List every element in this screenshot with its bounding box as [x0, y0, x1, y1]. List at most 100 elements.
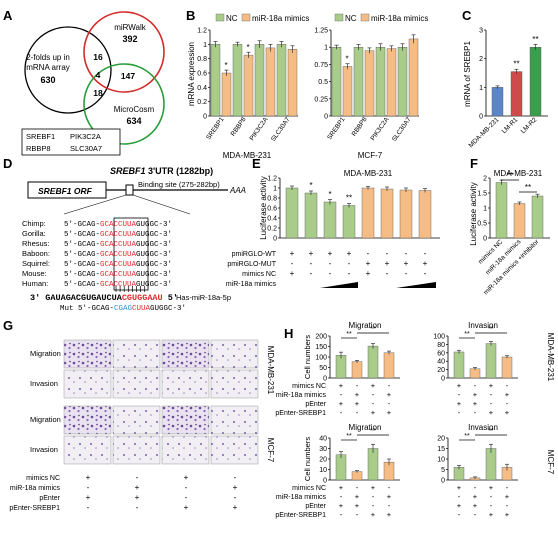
species-seq-pre: 5'-GCAG- [64, 221, 100, 229]
h-bar [351, 361, 363, 379]
species-seq: 5'-GCAG-GCACCUUAGUGGC-3' [64, 271, 172, 279]
b-cellline-2: MCF-7 [358, 151, 383, 160]
h-title: Invasion [468, 321, 498, 330]
h-mark: - [340, 408, 343, 417]
h-treat-label: pEnter-SREBP1 [275, 512, 326, 519]
e-bar [399, 189, 413, 239]
h-mark: - [474, 483, 477, 492]
h-bar [485, 343, 497, 379]
b-star: * [224, 61, 227, 70]
h-mark: - [340, 390, 343, 399]
g-mark: - [87, 503, 90, 512]
g-mark: - [234, 493, 237, 502]
g-group-2: MCF-7 [266, 438, 275, 463]
h-treat-label: pEnter-SREBP1 [275, 410, 326, 417]
h0-tick-label: 200 [315, 334, 327, 341]
h-mark: - [388, 483, 391, 492]
e-mark: + [347, 249, 352, 258]
f-tick-label: 1 [483, 206, 487, 213]
b-gene-label: SREBP1 [326, 116, 347, 141]
chartB1-tick-label: 0.2 [197, 99, 207, 106]
h2-tick-label: 0 [323, 478, 327, 485]
e-row-label: mimics NC [242, 271, 276, 278]
micrograph-image [210, 435, 259, 465]
venn-circle-mirwalk [83, 11, 165, 93]
c-bar [491, 87, 504, 117]
h1-tick-label: 100 [433, 334, 445, 341]
h-star: ** [370, 428, 376, 435]
micrograph-grid: Migration Invasion Migration Invasion [30, 339, 259, 465]
micrograph-image [210, 369, 259, 399]
c-bar [510, 71, 523, 117]
e-mark: + [328, 249, 333, 258]
chartB2-tick-label: 0.25 [314, 96, 328, 103]
e-mark: - [386, 249, 389, 258]
panel-d: D SREBF1 3'UTR (1282bp) SREBF1 ORF Bindi… [3, 156, 246, 313]
species-seq-pre: 5'-GCAG- [64, 231, 100, 239]
b-bar-nc [353, 47, 364, 117]
mut-a: CGAG [114, 305, 133, 313]
e-mark: - [424, 269, 427, 278]
h-star: ** [464, 331, 470, 338]
g-treat-label: miR-18a mimics [10, 485, 61, 492]
species-seq-post: GUGGC-3' [136, 241, 172, 249]
b-bar-mimic [287, 49, 298, 117]
h-mark: + [457, 381, 462, 390]
e-tick-label: 0 [273, 236, 277, 243]
h-mark: + [371, 408, 376, 417]
panel-f: F MDA-MB-231 Luciferase activity 0 0.5 1 1.… [469, 156, 550, 296]
g-mark: - [136, 503, 139, 512]
e-tick-label: 0.6 [267, 206, 277, 213]
h-mark: + [339, 483, 344, 492]
g-mark: - [185, 493, 188, 502]
f-tick-label: 0 [483, 236, 487, 243]
species-seq-post: GUGGC-3' [136, 221, 172, 229]
f-bar [495, 182, 508, 239]
h-mark: + [339, 381, 344, 390]
chart-b-mcf7: 0 0.25 0.5 0.75 1 1.25 * SREBP1 RBBP8 PIK3C2A SLC3… [314, 28, 419, 143]
e-bar [323, 201, 337, 239]
legend-swatch-nc [215, 13, 225, 22]
h3-tick-label: 0 [441, 478, 445, 485]
panel-letter-f: F [470, 156, 478, 171]
f-bar [531, 195, 544, 239]
species-seq-site: GCACCUUA [100, 281, 137, 289]
h-star: ** [346, 433, 352, 440]
h-bar [453, 351, 465, 379]
legend-mimics: miR-18a mimics [252, 14, 309, 23]
mut-b: CUUA [132, 305, 151, 313]
e-mark: - [386, 269, 389, 278]
gene-2: PIK3C2A [70, 132, 101, 141]
b-gene-label: RBBP8 [230, 116, 248, 138]
h-bar [469, 368, 481, 379]
h-title: Migration [349, 423, 382, 432]
chartB1-tick-label: 0 [203, 114, 207, 121]
venn-circle-microcosm [83, 63, 165, 145]
venn-overlap-mirwalk-microcosm: 147 [121, 71, 135, 81]
g-row-label: Migration [30, 349, 61, 358]
micrograph-image [63, 435, 112, 465]
species-seq-pre: 5'-GCAG- [64, 261, 100, 269]
h-mark: + [505, 390, 510, 399]
h-mark: + [387, 510, 392, 519]
species-name: Squirrel: [22, 259, 50, 268]
g-mark: + [86, 473, 91, 482]
h-bar [335, 355, 347, 379]
b-bar-mimic [408, 38, 419, 117]
g-treat-label: pEnter [39, 495, 60, 502]
h-bar [485, 448, 497, 481]
b-bar-mimic [364, 50, 375, 117]
e-wedge-2 [396, 282, 436, 288]
venn-circle-array [24, 26, 112, 114]
zoom-line-left [63, 194, 127, 215]
c-bar [529, 47, 542, 117]
h-mark: + [371, 510, 376, 519]
mir-pre: 3' GAUAGACGUGAUCUA [30, 293, 123, 303]
h-star: ** [488, 326, 494, 333]
h-mark: - [506, 483, 509, 492]
species-name: Mouse: [22, 269, 47, 278]
c-star: ** [532, 35, 538, 44]
e-mark: + [290, 249, 295, 258]
h-mark: - [490, 501, 493, 510]
b-bar-nc [254, 44, 265, 117]
